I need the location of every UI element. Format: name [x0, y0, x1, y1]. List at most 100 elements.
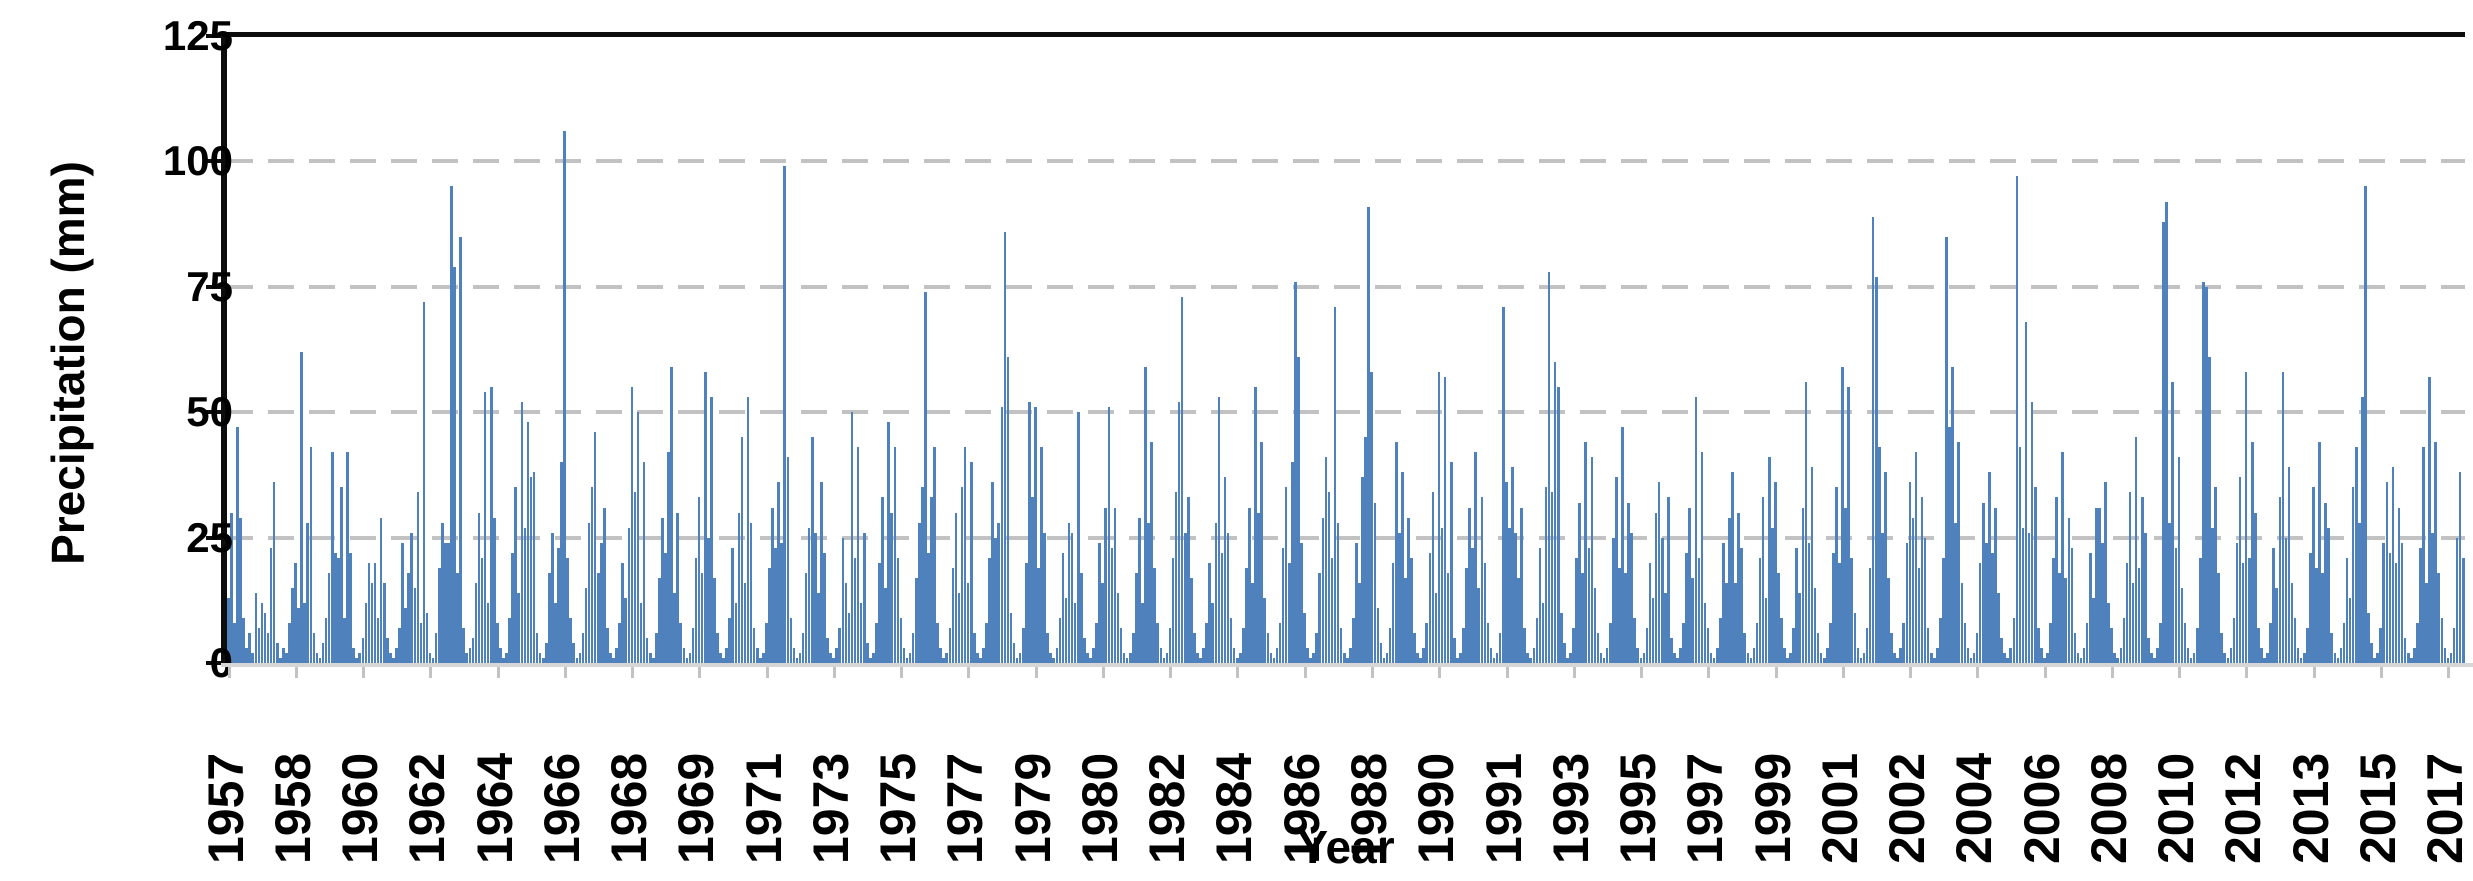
bar: [795, 657, 799, 663]
gridline-75: [227, 284, 2465, 289]
bar: [2076, 652, 2080, 663]
bar: [1165, 652, 1169, 663]
bar: [480, 557, 484, 663]
bar: [804, 572, 808, 663]
bar: [768, 567, 771, 663]
bar: [1153, 567, 1156, 663]
bar: [2171, 382, 2175, 663]
bar: [1719, 617, 1722, 663]
bar: [330, 452, 334, 663]
bar: [422, 301, 426, 663]
bar: [847, 612, 851, 663]
bar: [2180, 587, 2184, 663]
bar: [1055, 647, 1059, 663]
bar: [1691, 577, 1695, 663]
bar: [1933, 657, 1936, 663]
bar: [893, 447, 897, 663]
bar: [1391, 562, 1395, 663]
bar: [2061, 452, 2065, 663]
bar: [1743, 632, 1747, 663]
bar: [1504, 482, 1508, 663]
bar: [716, 632, 719, 663]
bar: [468, 647, 472, 663]
bar: [2036, 627, 2040, 663]
bar: [2290, 582, 2294, 663]
bar: [1135, 572, 1138, 663]
bar: [835, 647, 838, 663]
bar: [2425, 582, 2428, 663]
bar: [1722, 542, 1725, 663]
bar: [710, 397, 713, 663]
bar: [1960, 582, 1964, 663]
bar: [1232, 647, 1236, 663]
bar: [2079, 657, 2083, 663]
bar: [349, 552, 352, 663]
bar: [1532, 647, 1536, 663]
bar: [413, 587, 417, 663]
bar: [1238, 652, 1242, 663]
bar: [508, 617, 511, 663]
bar: [2128, 492, 2132, 663]
bar: [492, 517, 496, 663]
x-tick-mark: [1101, 667, 1105, 678]
bar: [1566, 657, 1569, 663]
bar: [239, 517, 242, 663]
bar: [933, 447, 936, 663]
bar: [801, 632, 805, 663]
bar: [1841, 367, 1844, 663]
bar: [1826, 647, 1829, 663]
bar: [1058, 617, 1062, 663]
bar: [251, 652, 255, 663]
bar: [1667, 497, 1670, 663]
bar: [2134, 437, 2138, 663]
bar: [2205, 286, 2208, 663]
bar: [477, 512, 481, 663]
bar: [2260, 647, 2263, 663]
bar: [1856, 647, 1860, 663]
bar: [2302, 652, 2306, 663]
bar: [1893, 652, 1896, 663]
bar: [963, 447, 967, 663]
bar: [2040, 647, 2043, 663]
bar: [266, 632, 270, 663]
bar: [1456, 657, 1459, 663]
bar: [1318, 572, 1322, 663]
bar: [2095, 507, 2098, 663]
bar: [2397, 507, 2401, 663]
bar: [2174, 547, 2178, 663]
bar: [306, 522, 310, 663]
bar: [248, 632, 251, 663]
bar: [749, 522, 753, 663]
bar: [450, 186, 453, 663]
bar: [908, 652, 912, 663]
bar: [1813, 587, 1817, 663]
bar: [1621, 427, 1624, 663]
bar: [911, 632, 915, 663]
bar: [957, 592, 961, 663]
bar: [511, 552, 514, 663]
bar: [1877, 447, 1881, 663]
bar: [2021, 527, 2025, 663]
bar: [2098, 507, 2101, 663]
bar: [752, 627, 756, 663]
x-tick-mark: [631, 667, 635, 678]
bar: [254, 592, 258, 663]
bar: [1624, 572, 1627, 663]
bar: [2006, 657, 2009, 663]
bar: [994, 537, 997, 663]
bar: [1092, 647, 1095, 663]
bar: [1104, 507, 1108, 663]
bar: [884, 587, 887, 663]
bar: [691, 627, 695, 663]
bar: [921, 487, 924, 663]
bar: [367, 562, 371, 663]
bar: [404, 607, 407, 663]
bar: [2403, 637, 2407, 663]
bar: [1575, 557, 1578, 663]
bar: [1908, 482, 1912, 663]
bar: [392, 657, 395, 663]
bar: [869, 657, 872, 663]
bar: [2107, 602, 2110, 663]
bar: [2092, 597, 2095, 663]
bar: [755, 647, 759, 663]
